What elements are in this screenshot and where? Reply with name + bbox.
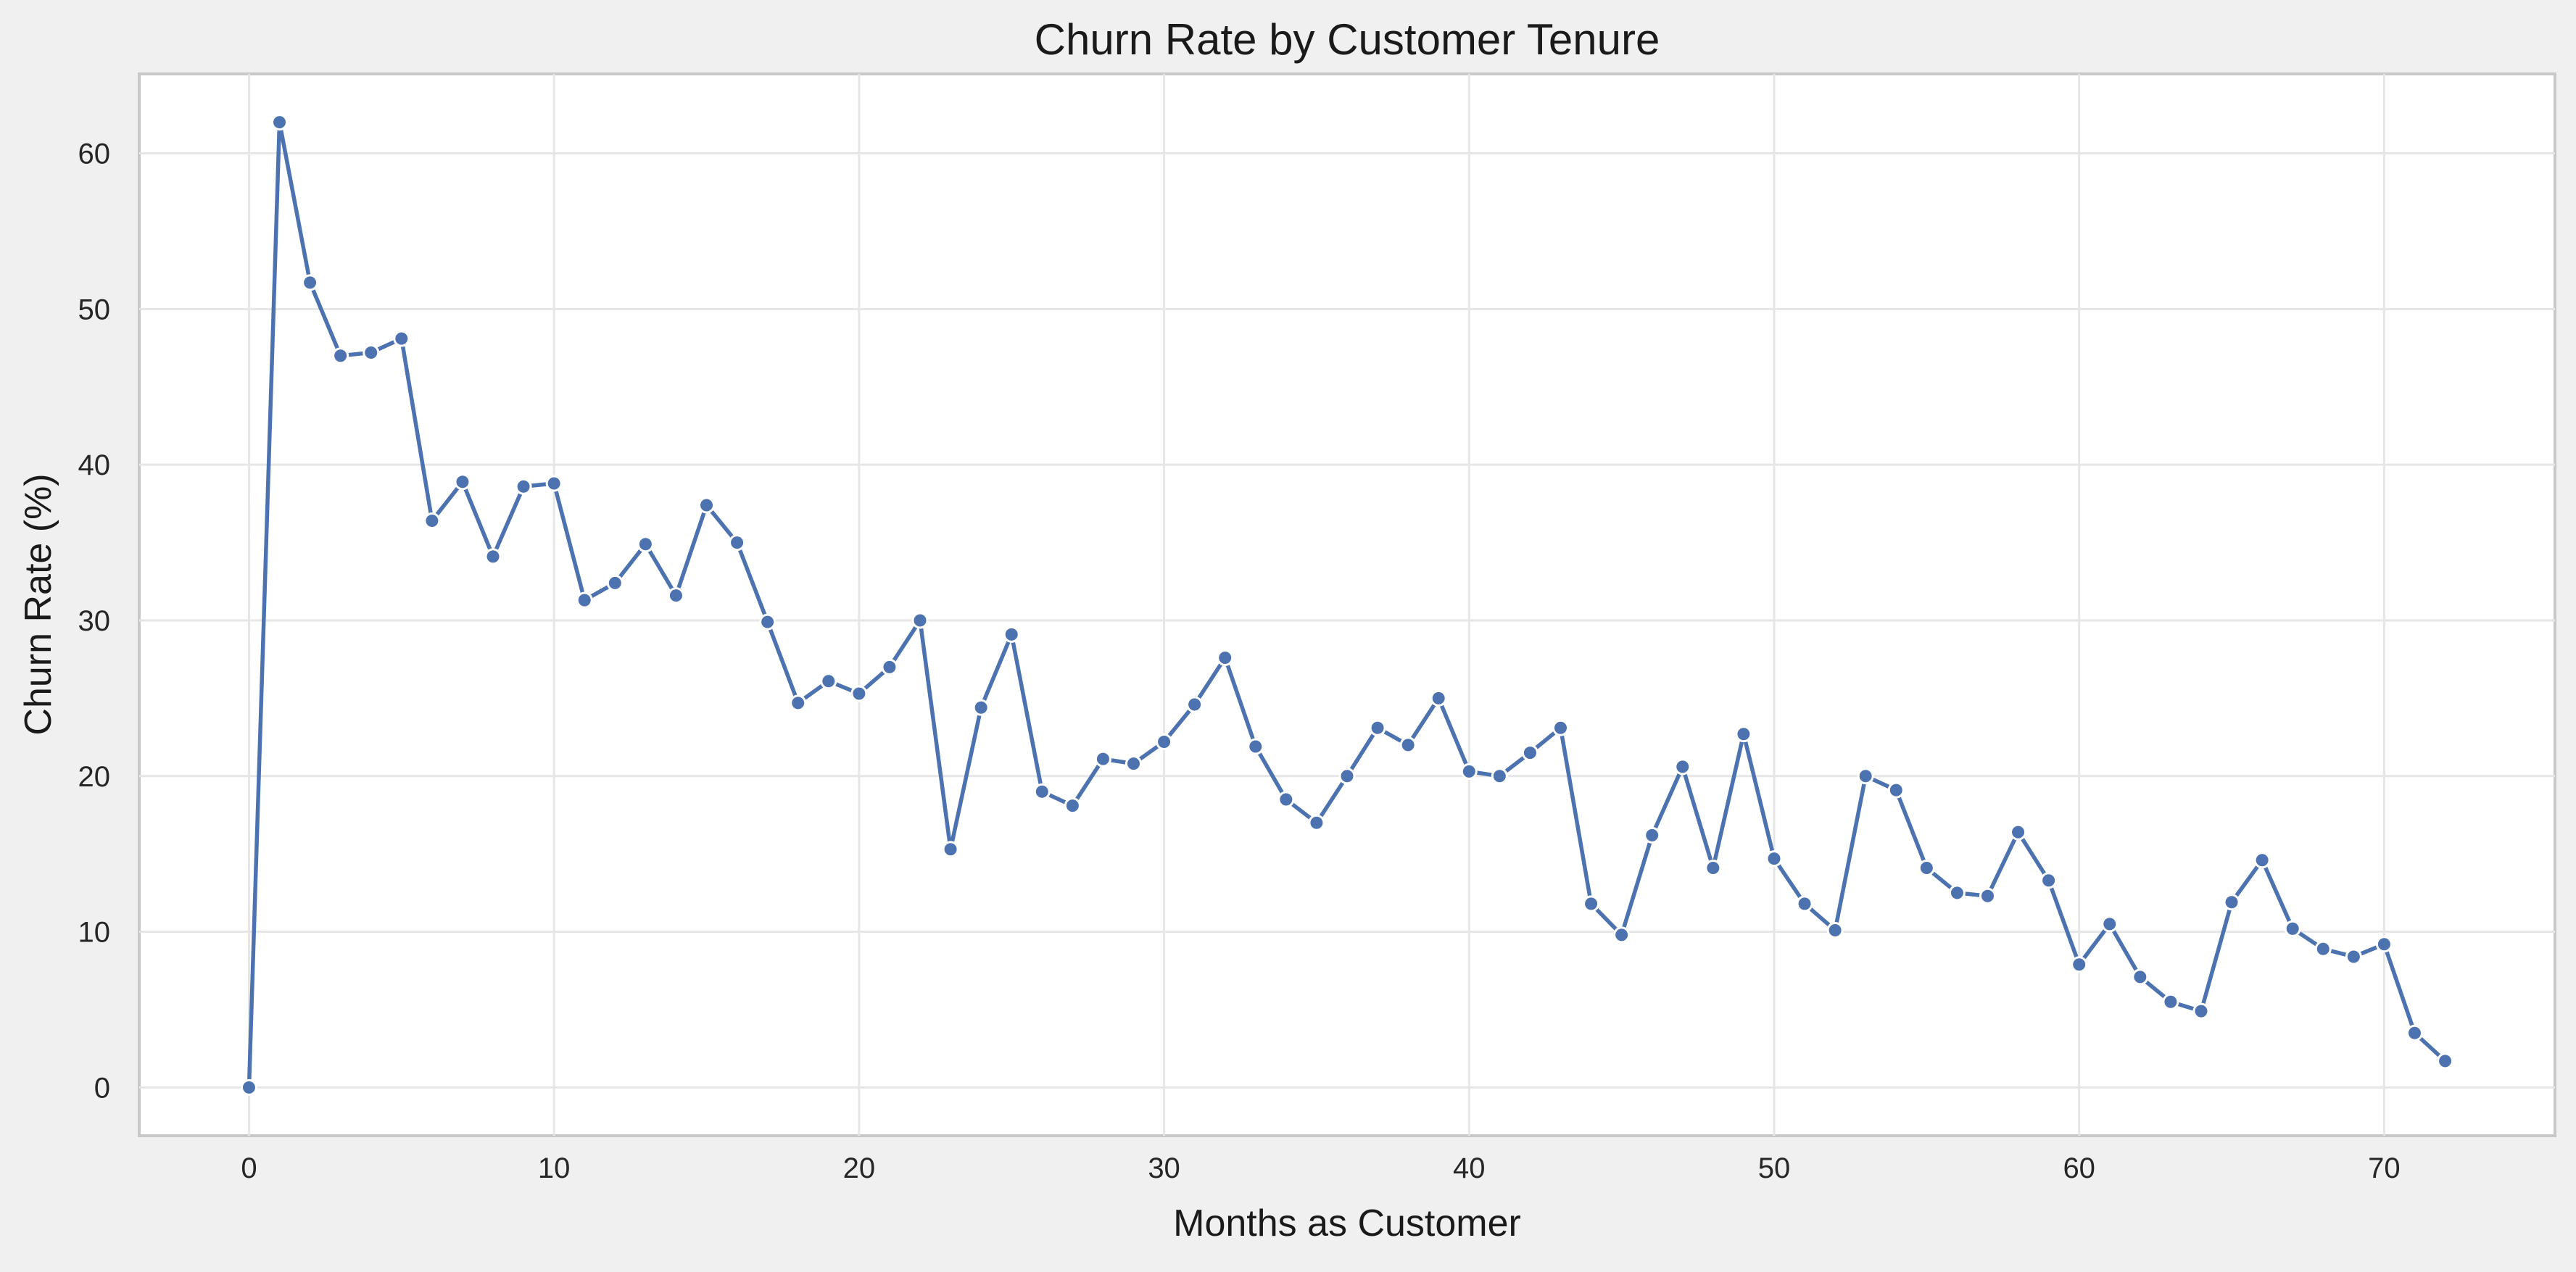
data-point (1796, 895, 1813, 913)
data-point (1979, 887, 1996, 905)
data-point (2406, 1024, 2423, 1042)
data-point (2253, 852, 2271, 869)
data-point (972, 699, 990, 716)
y-tick-label: 10 (78, 917, 111, 949)
data-point (1491, 768, 1508, 785)
data-point (576, 591, 593, 609)
grid (139, 74, 2555, 1136)
data-point (363, 344, 380, 362)
data-point (2132, 968, 2149, 986)
y-tick-label: 30 (78, 605, 111, 637)
data-point (881, 658, 898, 676)
y-tick-label: 60 (78, 138, 111, 170)
data-point (1277, 791, 1295, 808)
x-tick-label: 0 (241, 1152, 257, 1184)
data-point (942, 841, 959, 858)
data-point (1674, 758, 1691, 776)
data-point (1887, 781, 1905, 799)
data-point (637, 536, 654, 553)
data-point (1583, 895, 1600, 913)
data-point (1247, 738, 1264, 755)
data-point (1033, 783, 1051, 800)
data-point (1308, 814, 1325, 831)
data-point (423, 512, 441, 530)
data-point (2192, 1002, 2210, 1020)
y-axis-label: Churn Rate (%) (17, 473, 59, 735)
x-tick-label: 30 (1148, 1152, 1180, 1184)
data-point (1765, 850, 1783, 868)
data-point (729, 534, 746, 552)
y-tick-label: 40 (78, 449, 111, 481)
chart-title: Churn Rate by Customer Tenure (1035, 15, 1660, 64)
y-axis-ticks: 0 10 20 30 40 50 60 (78, 138, 111, 1105)
data-point (850, 685, 868, 702)
data-point (1125, 755, 1143, 773)
data-point (1918, 860, 1935, 877)
data-point (302, 274, 319, 291)
data-point (1735, 726, 1752, 743)
data-point (2314, 940, 2332, 957)
data-point (1644, 826, 1661, 844)
data-point (911, 612, 929, 629)
data-point (2101, 915, 2119, 933)
data-point (2223, 894, 2240, 911)
data-point (1705, 860, 1722, 877)
data-point (698, 496, 716, 514)
plot-area (138, 72, 2556, 1137)
data-point (1613, 926, 1631, 944)
data-point (1156, 733, 1173, 751)
data-point (1826, 921, 1844, 939)
y-tick-label: 20 (78, 761, 111, 793)
data-point (454, 473, 471, 491)
x-axis-label: Months as Customer (1173, 1202, 1521, 1244)
x-tick-label: 20 (843, 1152, 876, 1184)
data-point (667, 587, 684, 604)
data-point (1430, 689, 1447, 707)
x-tick-label: 10 (538, 1152, 571, 1184)
data-point (1186, 696, 1204, 713)
data-point (2375, 936, 2393, 953)
x-axis-ticks: 0 10 20 30 40 50 60 70 (241, 1152, 2400, 1184)
data-point (515, 478, 532, 495)
data-point (2437, 1052, 2454, 1070)
data-point (1521, 744, 1538, 762)
data-point (271, 114, 289, 131)
data-point (1948, 884, 1966, 902)
data-point (332, 347, 349, 365)
x-tick-label: 40 (1453, 1152, 1486, 1184)
data-point (1064, 797, 1081, 815)
data-point (1094, 750, 1111, 768)
x-tick-label: 60 (2063, 1152, 2095, 1184)
data-point (1369, 719, 1386, 736)
data-point (820, 673, 837, 690)
x-tick-label: 50 (1758, 1152, 1791, 1184)
data-point (240, 1078, 257, 1096)
y-tick-label: 50 (78, 294, 111, 325)
data-point (1217, 649, 1234, 667)
data-point (1460, 762, 1478, 780)
data-point (1552, 719, 1569, 736)
data-point (2345, 948, 2362, 965)
x-tick-label: 70 (2368, 1152, 2401, 1184)
series-layer (240, 114, 2454, 1096)
data-point (759, 613, 776, 631)
data-point (1857, 768, 1874, 785)
data-point (2010, 823, 2027, 841)
data-point (1338, 768, 1356, 785)
data-point (2284, 920, 2301, 937)
data-point (1399, 736, 1417, 754)
y-tick-label: 0 (94, 1072, 110, 1104)
data-point (606, 574, 624, 591)
data-point (790, 694, 807, 712)
data-point (393, 330, 410, 347)
data-point (2162, 993, 2179, 1010)
data-point (484, 548, 502, 565)
data-point (1003, 625, 1020, 643)
data-point (545, 475, 563, 492)
data-point (2040, 872, 2058, 889)
data-point (2071, 956, 2088, 973)
